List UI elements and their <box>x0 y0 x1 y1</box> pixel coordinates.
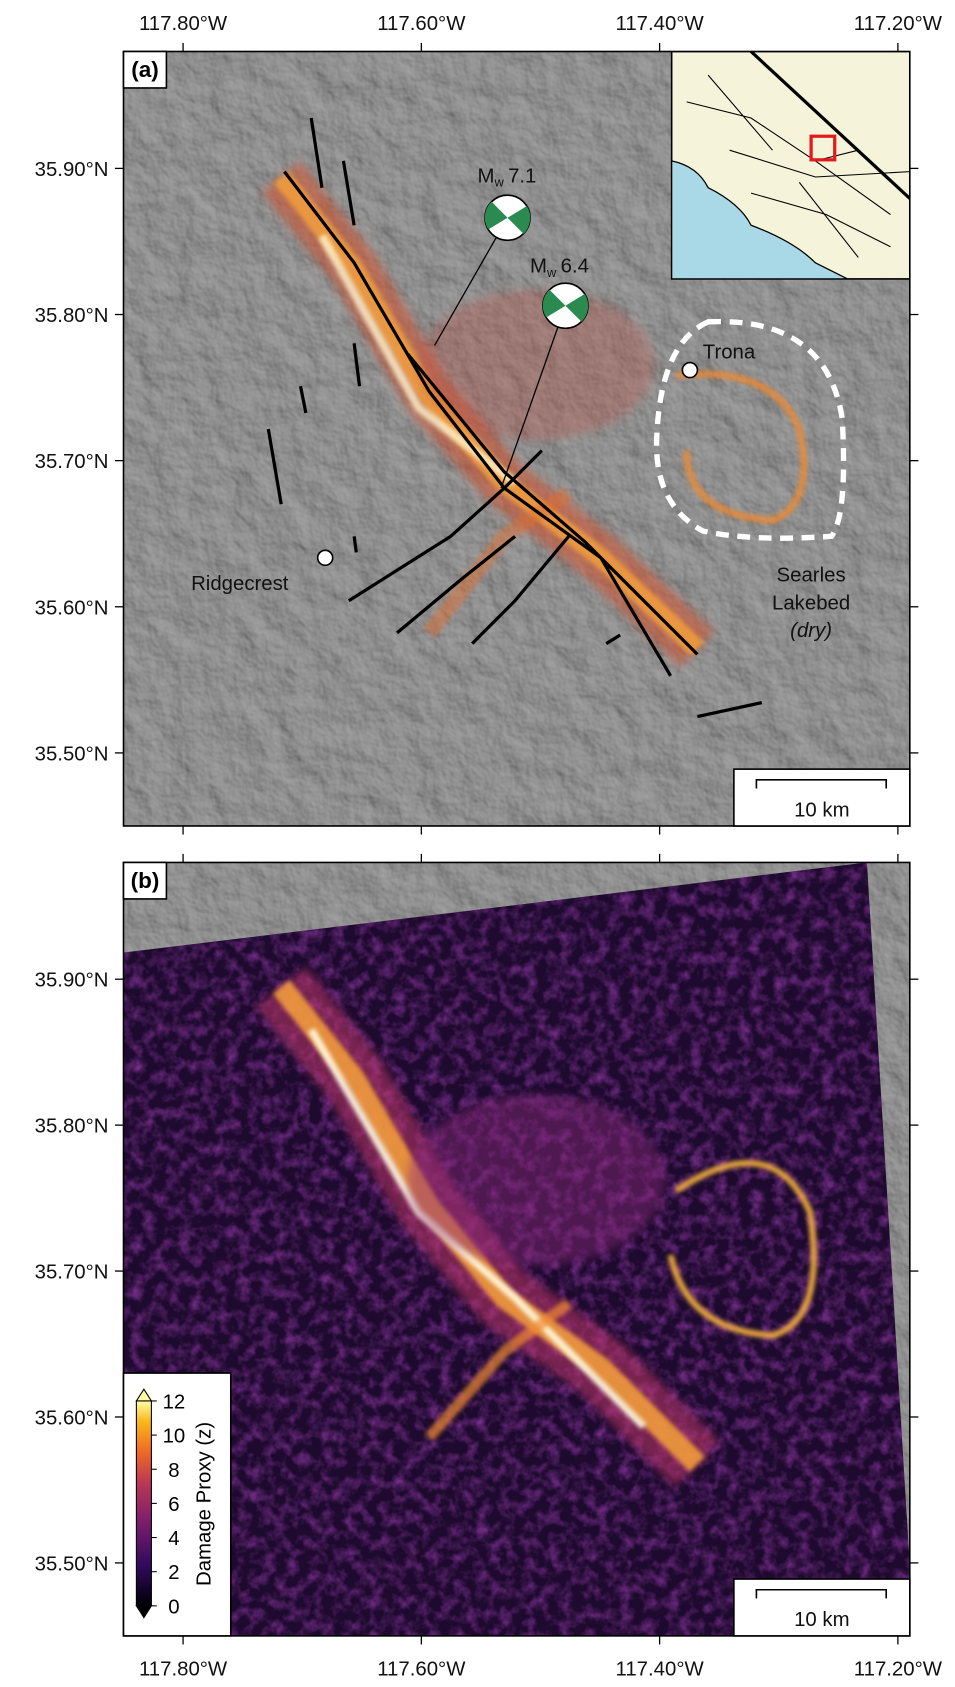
y-tick-label: 35.90°N <box>35 159 109 181</box>
event-magnitude: 6.4 <box>561 255 589 277</box>
panel-b-map <box>124 862 910 1635</box>
x-tick-label: 117.60°W <box>377 13 466 35</box>
focal-mechanism <box>543 283 588 328</box>
event-subscript: w <box>546 265 557 280</box>
place-label: Lakebed <box>772 592 850 614</box>
focal-mechanism <box>485 195 530 240</box>
panel-a-map: Mw 7.1 Mw 6.4 Trona Ridgecrest Searles Lak… <box>124 51 910 825</box>
inset-map <box>672 51 910 278</box>
scale-bar-label: 10 km <box>794 1609 849 1631</box>
colorbar-tick-label: 2 <box>168 1562 179 1584</box>
y-tick-label: 35.70°N <box>35 451 109 473</box>
panel-label: (b) <box>131 868 160 893</box>
y-tick-label: 35.50°N <box>35 743 109 765</box>
y-tick-label: 35.80°N <box>35 305 109 327</box>
colorbar-title: Damage Proxy (z) <box>193 1422 215 1586</box>
y-tick-label: 35.90°N <box>35 970 109 992</box>
figure: Mw 7.1 Mw 6.4 Trona Ridgecrest Searles Lak… <box>0 0 955 1682</box>
x-tick-label: 117.40°W <box>616 1659 705 1681</box>
x-tick-label: 117.80°W <box>139 1659 228 1681</box>
colorbar-tick-label: 10 <box>163 1426 186 1448</box>
y-tick-label: 35.80°N <box>35 1116 109 1138</box>
colorbar-tick-label: 12 <box>163 1391 186 1413</box>
place-label: Trona <box>703 341 756 363</box>
event-magnitude: 7.1 <box>508 165 536 187</box>
panel-label: (a) <box>131 57 159 82</box>
town-marker <box>682 363 697 378</box>
x-tick-label: 117.40°W <box>616 13 705 35</box>
colorbar <box>136 1401 151 1606</box>
y-tick-label: 35.50°N <box>35 1553 109 1575</box>
place-label: Searles <box>777 564 846 586</box>
y-tick-label: 35.60°N <box>35 597 109 619</box>
x-tick-label: 117.20°W <box>854 1659 943 1681</box>
scale-bar-label: 10 km <box>794 799 849 821</box>
colorbar-tick-label: 4 <box>168 1528 179 1550</box>
colorbar-tick-label: 0 <box>168 1596 179 1618</box>
town-marker <box>318 550 333 565</box>
colorbar-tick-label: 6 <box>168 1494 179 1516</box>
place-label: Ridgecrest <box>191 573 289 595</box>
event-symbol: M <box>530 255 547 277</box>
x-tick-label: 117.60°W <box>377 1659 466 1681</box>
x-tick-label: 117.80°W <box>139 13 228 35</box>
colorbar-tick-label: 8 <box>168 1460 179 1482</box>
event-subscript: w <box>493 175 504 190</box>
x-tick-label: 117.20°W <box>854 13 943 35</box>
y-tick-label: 35.70°N <box>35 1262 109 1284</box>
event-symbol: M <box>478 165 495 187</box>
y-tick-label: 35.60°N <box>35 1407 109 1429</box>
place-label: (dry) <box>790 620 832 642</box>
